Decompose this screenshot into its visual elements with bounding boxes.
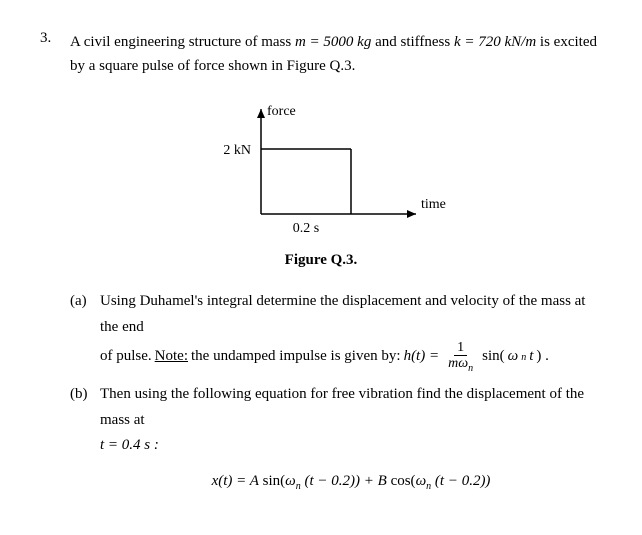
- t-expr: t = 0.4 s :: [100, 433, 602, 459]
- part-a-line1: Using Duhamel's integral determine the d…: [100, 289, 602, 340]
- f-w1: ω: [285, 473, 296, 489]
- part-a-label: (a): [70, 289, 92, 374]
- question-number: 3.: [40, 30, 58, 78]
- den-sub: n: [468, 363, 473, 374]
- frac-num: 1: [454, 340, 467, 356]
- part-a-body: Using Duhamel's integral determine the d…: [100, 289, 602, 374]
- part-a: (a) Using Duhamel's integral determine t…: [70, 289, 602, 374]
- f-sin: sin(: [263, 473, 286, 489]
- svg-text:2 kN: 2 kN: [223, 143, 251, 158]
- f-cos: cos(: [391, 473, 416, 489]
- question-3: 3. A civil engineering structure of mass…: [40, 30, 602, 78]
- intro-1: A civil engineering structure of mass: [70, 34, 295, 50]
- sin-sub: n: [521, 349, 526, 366]
- note-label: Note:: [155, 344, 188, 370]
- sin-close: ) .: [536, 344, 549, 370]
- h-lhs: h(t) =: [404, 344, 440, 370]
- den-w: ω: [458, 356, 468, 371]
- k-expr: k = 720 kN/m: [454, 34, 536, 50]
- figure-svg: force 2 kN 0.2 s time: [181, 94, 461, 244]
- sin-w: ω: [508, 344, 519, 370]
- part-b: (b) Then using the following equation fo…: [70, 382, 602, 495]
- pa-l2a: of pulse.: [100, 344, 152, 370]
- svg-text:force: force: [267, 104, 296, 119]
- sin-open: sin(: [482, 344, 505, 370]
- figure-area: force 2 kN 0.2 s time: [40, 94, 602, 244]
- frac-den: mωn: [445, 356, 476, 374]
- svg-text:0.2 s: 0.2 s: [293, 221, 319, 236]
- figure-caption: Figure Q.3.: [40, 252, 602, 269]
- question-text: A civil engineering structure of mass m …: [70, 30, 602, 78]
- m-expr: m = 5000 kg: [295, 34, 371, 50]
- part-b-line1: Then using the following equation for fr…: [100, 382, 602, 433]
- f-w2: ω: [416, 473, 427, 489]
- f-t1: (t − 0.2)) + B: [301, 473, 387, 489]
- part-a-line2: of pulse. Note: the undamped impulse is …: [100, 340, 602, 374]
- svg-text:time: time: [421, 197, 446, 212]
- intro-2: and stiffness: [371, 34, 454, 50]
- h-frac: 1 mωn: [445, 340, 476, 374]
- part-b-label: (b): [70, 382, 92, 495]
- den-m: m: [448, 356, 458, 371]
- sin-t: t: [529, 344, 533, 370]
- part-b-formula: x(t) = A sin(ωn (t − 0.2)) + B cos(ωn (t…: [100, 469, 602, 495]
- part-b-body: Then using the following equation for fr…: [100, 382, 602, 495]
- pa-l2b: the undamped impulse is given by:: [191, 344, 401, 370]
- f-t2: (t − 0.2)): [431, 473, 490, 489]
- f-x: x(t) = A: [212, 473, 259, 489]
